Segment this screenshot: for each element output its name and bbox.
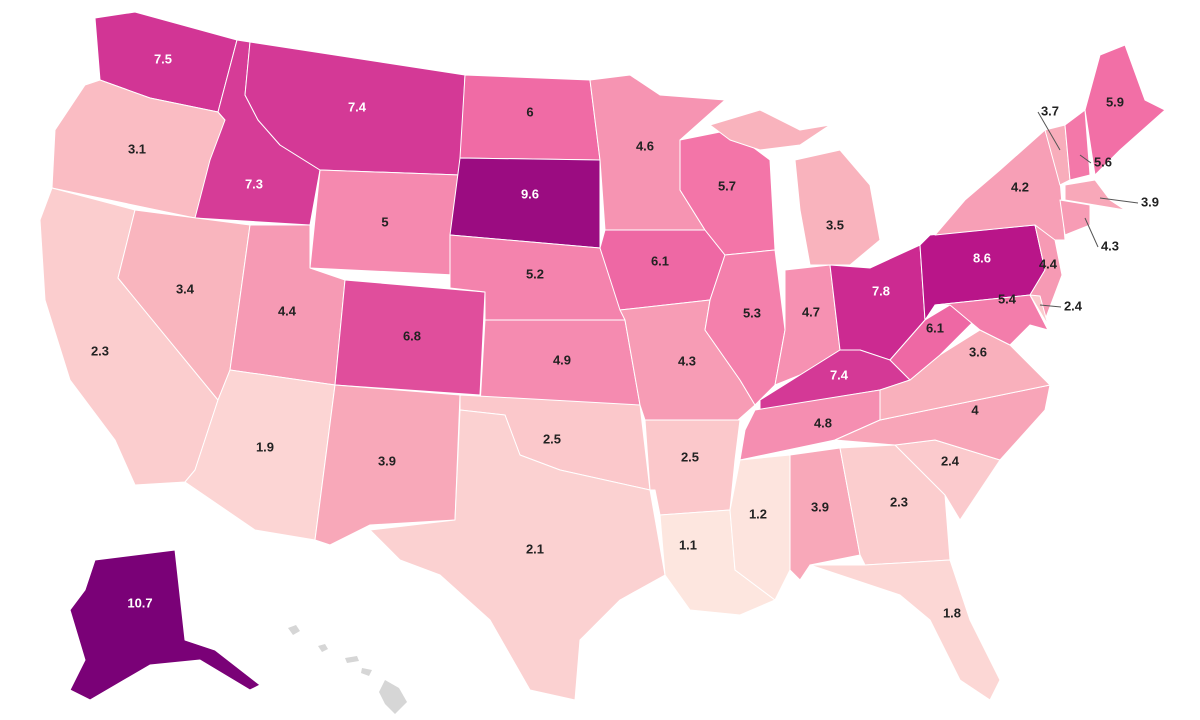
value-label: 1.8 [943, 605, 961, 620]
leader-line [1039, 304, 1062, 308]
value-label: 5.7 [718, 178, 736, 193]
value-label: 5.2 [526, 266, 544, 281]
value-label: 4.8 [814, 415, 832, 430]
island [379, 680, 407, 714]
value-label: 9.6 [521, 186, 539, 201]
value-label: 4.3 [678, 353, 696, 368]
region [1064, 179, 1126, 211]
region [934, 129, 1066, 241]
value-label: 4.3 [1101, 238, 1119, 253]
value-label: 2.4 [941, 453, 960, 468]
value-label: 7.8 [872, 283, 890, 298]
regions [39, 11, 1166, 701]
value-label: 1.2 [749, 506, 767, 521]
region [369, 409, 666, 701]
region [704, 249, 786, 406]
value-label: 6.1 [651, 253, 669, 268]
value-label: 4 [971, 402, 979, 417]
value-label: 8.6 [973, 250, 991, 265]
value-label: 3.9 [378, 453, 396, 468]
value-label: 4.7 [802, 304, 820, 319]
value-label: 7.4 [830, 367, 849, 382]
value-label: 3.6 [969, 344, 987, 359]
value-label: 10.7 [127, 595, 152, 610]
island [345, 656, 359, 663]
region [69, 549, 261, 701]
value-label: 4.4 [278, 303, 297, 318]
region [834, 384, 1051, 461]
region [709, 109, 881, 266]
value-label: 5.9 [1106, 94, 1124, 109]
value-label: 3.9 [811, 499, 829, 514]
region [1064, 109, 1091, 181]
leader-line [1084, 217, 1099, 248]
value-label: 2.3 [890, 494, 908, 509]
hawaii [288, 625, 407, 714]
value-label: 6.8 [403, 328, 421, 343]
region [809, 559, 1001, 701]
value-label: 1.9 [256, 439, 274, 454]
value-label: 3.9 [1141, 194, 1159, 209]
value-label: 5 [381, 214, 388, 229]
value-label: 5.3 [743, 305, 761, 320]
region [1029, 294, 1049, 326]
value-label: 4.9 [553, 352, 571, 367]
value-label: 5.4 [998, 291, 1017, 306]
value-label: 2.5 [543, 431, 561, 446]
island [288, 625, 300, 635]
value-label: 4.6 [636, 138, 654, 153]
region [879, 329, 1051, 421]
region [1059, 199, 1091, 236]
island [318, 644, 328, 652]
value-label: 7.5 [154, 51, 172, 66]
region [449, 157, 601, 249]
value-label: 2.5 [681, 449, 699, 464]
value-label: 3.5 [826, 217, 844, 232]
value-label: 6.1 [926, 320, 944, 335]
region [644, 419, 741, 516]
value-label: 2.1 [526, 541, 544, 556]
value-label: 4.2 [1011, 179, 1029, 194]
value-label: 3.4 [176, 281, 195, 296]
region [334, 279, 486, 396]
value-label: 7.3 [245, 176, 263, 191]
value-label: 3.7 [1041, 103, 1059, 118]
region [599, 229, 726, 311]
value-label: 2.4 [1064, 298, 1083, 313]
leader-line [1099, 197, 1139, 204]
labels: 7.5 3.1 2.3 7.3 3.4 7.4 5 4.4 1.9 6.8 3.9 6 9.6 5.2 4.… [91, 51, 1159, 620]
value-label: 2.3 [91, 343, 109, 358]
value-label: 7.4 [348, 99, 367, 114]
value-label: 1.1 [679, 537, 697, 552]
value-label: 4.4 [1039, 256, 1058, 271]
value-label: 3.1 [128, 141, 146, 156]
leader-line [1079, 154, 1092, 164]
value-label: 6 [526, 104, 533, 119]
region [1084, 44, 1166, 176]
leader-line [1037, 111, 1061, 151]
value-label: 5.6 [1094, 154, 1112, 169]
island [361, 668, 372, 676]
